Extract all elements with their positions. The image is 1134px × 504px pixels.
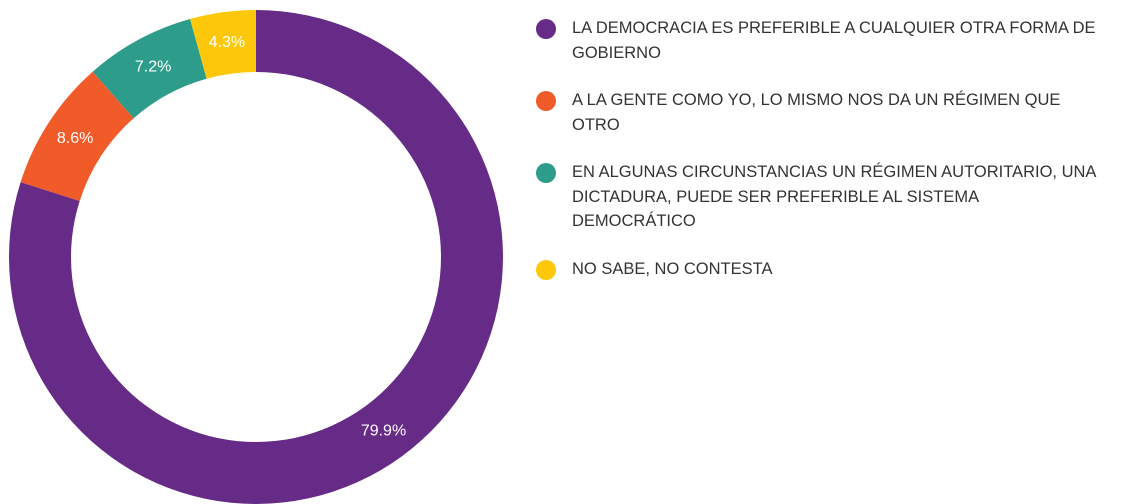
donut-segment — [20, 71, 134, 201]
value-label: 79.9% — [361, 423, 406, 440]
legend-label: A LA GENTE COMO YO, LO MISMO NOS DA UN R… — [572, 91, 1061, 134]
donut-segment — [190, 10, 256, 79]
legend-swatch — [536, 19, 556, 39]
legend-swatch — [536, 91, 556, 111]
legend-entry: A LA GENTE COMO YO, LO MISMO NOS DA UN R… — [536, 88, 1096, 137]
legend-entry: EN ALGUNAS CIRCUNSTANCIAS UN RÉGIMEN AUT… — [536, 160, 1096, 234]
legend-entry: LA DEMOCRACIA ES PREFERIBLE A CUALQUIER … — [536, 16, 1096, 65]
chart: 79.9% 8.6% 7.2% 4.3% — [9, 10, 503, 504]
value-label: 4.3% — [209, 34, 245, 51]
legend-label: LA DEMOCRACIA ES PREFERIBLE A CUALQUIER … — [572, 19, 1096, 62]
value-label: 8.6% — [57, 130, 93, 147]
legend-swatch — [536, 259, 556, 280]
legend-label: EN ALGUNAS CIRCUNSTANCIAS UN RÉGIMEN AUT… — [572, 163, 1096, 230]
legend-entry: NO SABE, NO CONTESTA — [536, 257, 1096, 282]
legend-swatch — [536, 163, 556, 183]
donut-segment — [92, 18, 207, 119]
legend-label: NO SABE, NO CONTESTA — [572, 259, 773, 278]
value-label: 7.2% — [135, 58, 171, 75]
legend: LA DEMOCRACIA ES PREFERIBLE A CUALQUIER … — [536, 16, 1096, 304]
